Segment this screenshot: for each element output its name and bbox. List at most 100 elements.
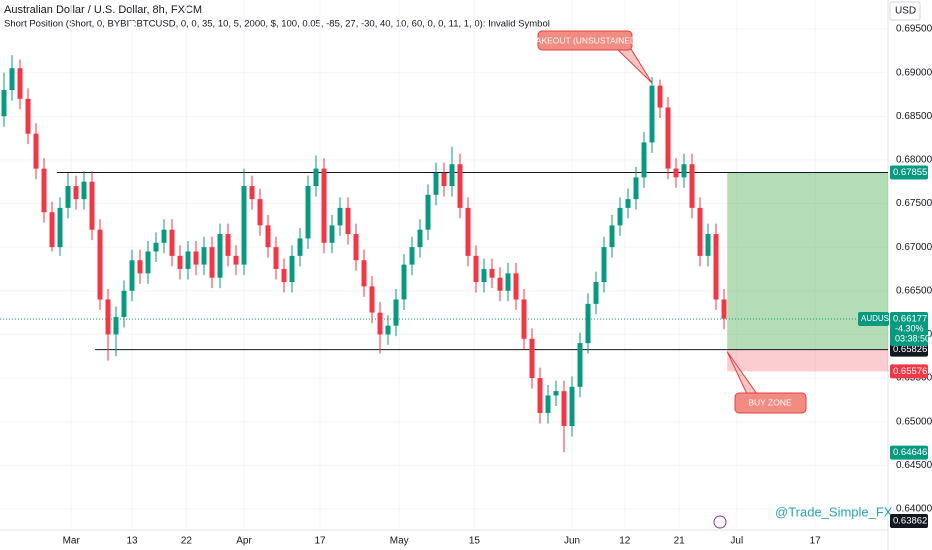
candle-body <box>601 247 607 283</box>
candle-body <box>401 264 407 300</box>
x-tick-label: Apr <box>236 536 252 547</box>
candle-body <box>41 168 47 213</box>
y-tick-label: 0.68500 <box>896 111 932 122</box>
annotation-box <box>537 30 633 51</box>
candle-body <box>105 299 111 335</box>
candle-body <box>449 164 455 187</box>
candle-body <box>473 255 479 283</box>
price-label-bg <box>890 514 928 529</box>
candle-body <box>457 164 463 208</box>
candle-body <box>329 225 335 243</box>
y-tick-label: 0.67500 <box>896 198 932 209</box>
candle-body <box>1 90 7 117</box>
candle-body <box>233 255 239 265</box>
annotation-box <box>734 392 807 414</box>
candle-body <box>89 181 95 230</box>
candle-body <box>169 229 175 256</box>
annotation: FAKEOUT (UNSUSTAINED) <box>531 35 639 45</box>
candle-body <box>633 177 639 200</box>
watermark: @Trade_Simple_FX <box>775 504 893 519</box>
candle-body <box>153 242 159 252</box>
candle-body <box>505 273 511 291</box>
candle-body <box>569 386 575 427</box>
logo <box>713 515 727 529</box>
candle-body <box>705 234 711 256</box>
candle-body <box>9 68 15 91</box>
candle-body <box>593 282 599 304</box>
candle-body <box>649 85 655 143</box>
candle-body <box>585 303 591 344</box>
candle-body <box>321 168 327 243</box>
symbol-label: AUDUSD <box>861 314 895 323</box>
price-label: 0.63862 <box>893 516 927 527</box>
candle-body <box>697 207 703 256</box>
candle-body <box>561 391 567 427</box>
candle-body <box>161 229 167 243</box>
candle-body <box>289 255 295 283</box>
candle-body <box>185 251 191 269</box>
candle-body <box>193 251 199 265</box>
candle-body <box>145 251 151 274</box>
candle-body <box>553 391 559 396</box>
y-tick-label: 0.65000 <box>896 416 932 427</box>
candle-body <box>257 199 263 226</box>
x-tick-label: 15 <box>469 536 481 547</box>
candle-body <box>217 234 223 278</box>
y-tick-label: 0.64500 <box>896 460 932 471</box>
candle-body <box>673 168 679 178</box>
candle-body <box>305 186 311 239</box>
candle-body <box>489 268 495 278</box>
candle-body <box>249 186 255 200</box>
currency: USD <box>895 6 916 17</box>
annotation: BUY ZONE <box>748 397 792 407</box>
candle-body <box>273 247 279 269</box>
candle-body <box>361 260 367 287</box>
candle-body <box>385 325 391 335</box>
candle-body <box>129 260 135 291</box>
stop-zone <box>727 349 888 372</box>
candle-body <box>537 378 543 413</box>
candle-body <box>409 247 415 265</box>
price-label: 0.65826 <box>893 344 927 355</box>
candle-body <box>57 207 63 248</box>
x-tick-label: 22 <box>181 536 193 547</box>
candle-body <box>417 229 423 248</box>
symbol-label-bg <box>858 311 889 326</box>
candle-body <box>681 164 687 178</box>
candle-body <box>49 212 55 248</box>
x-tick-label: Jun <box>564 536 580 547</box>
candle-body <box>241 186 247 265</box>
price-label-bg <box>890 342 928 357</box>
y-tick-label: 0.69000 <box>896 67 932 78</box>
last-price: 0.66177 <box>893 313 927 324</box>
candle-body <box>577 343 583 387</box>
candle-body <box>337 207 343 226</box>
candle-body <box>425 194 431 230</box>
candle-body <box>313 168 319 187</box>
candle-body <box>17 68 23 99</box>
x-tick-label: 12 <box>619 536 631 547</box>
candle-body <box>97 229 103 300</box>
y-tick-label: 0.69500 <box>896 24 932 35</box>
candle-body <box>625 199 631 208</box>
candle-body <box>209 247 215 278</box>
y-tick-label: 0.68000 <box>896 155 932 166</box>
price-label: 0.67855 <box>893 167 927 178</box>
countdown: 03:38:50 <box>895 333 930 343</box>
candle-body <box>433 172 439 195</box>
candle-body <box>481 268 487 283</box>
chart-title: Australian Dollar / U.S. Dollar, 8h, FXC… <box>4 4 202 16</box>
x-tick-label: 17 <box>810 536 822 547</box>
candle-body <box>225 234 231 256</box>
candle-body <box>393 299 399 326</box>
candle-body <box>297 238 303 256</box>
currency-box[interactable] <box>889 1 921 21</box>
candle-body <box>345 207 351 235</box>
candle-body <box>497 277 503 291</box>
candle-body <box>641 142 647 178</box>
price-label: 0.64646 <box>893 447 927 458</box>
x-tick-label: 13 <box>126 536 138 547</box>
candle-body <box>73 186 79 200</box>
